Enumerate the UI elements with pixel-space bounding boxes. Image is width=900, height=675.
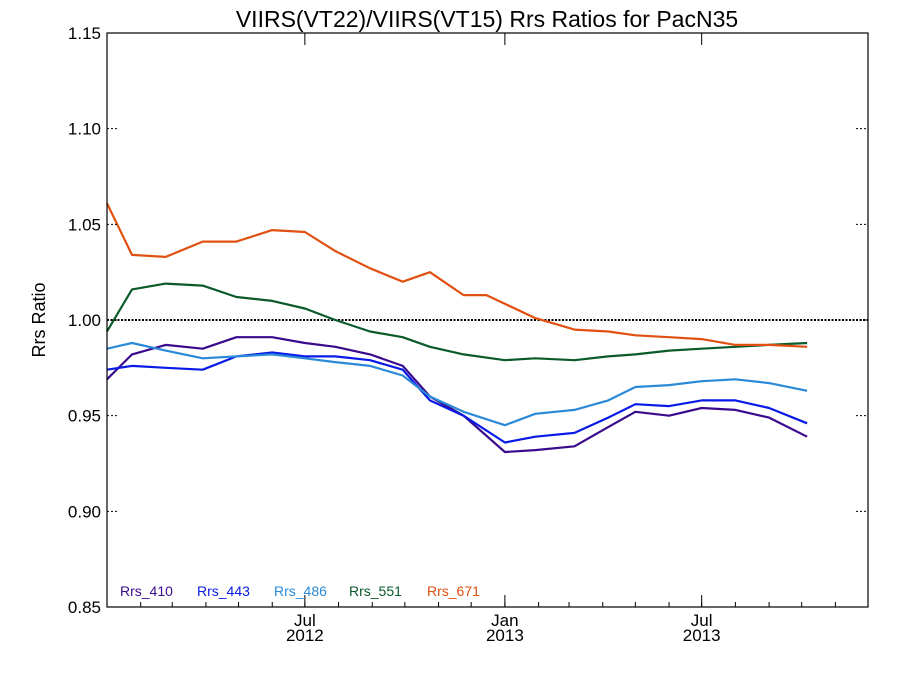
x-tick-month-label: Jul [294,611,316,630]
x-tick-year-label: 2013 [486,626,524,645]
y-tick-label: 1.10 [68,120,101,139]
legend-entry-rrs-551: Rrs_551 [349,583,402,599]
legend-entry-rrs-486: Rrs_486 [274,583,327,599]
legend-entry-rrs-410: Rrs_410 [120,583,173,599]
x-tick-month-label: Jan [491,611,518,630]
legend: Rrs_410 Rrs_443 Rrs_486 Rrs_551 Rrs_671 [120,583,480,599]
y-axis-label: Rrs Ratio [29,282,49,357]
y-tick-label: 0.90 [68,502,101,521]
y-tick-label: 1.00 [68,311,101,330]
x-tick-month-label: Jul [691,611,713,630]
y-tick-label: 1.05 [68,215,101,234]
series-line-rrs-486 [106,341,808,427]
axis-ticks: 0.850.900.951.001.051.101.15Jul2012Jan20… [68,24,869,645]
x-tick-year-label: 2012 [286,626,324,645]
series-layer [106,202,808,454]
series-line-rrs-551 [106,282,808,362]
series-line-rrs-671 [106,202,808,348]
y-tick-label: 1.15 [68,24,101,43]
y-tick-label: 0.85 [68,598,101,617]
chart-title: VIIRS(VT22)/VIIRS(VT15) Rrs Ratios for P… [236,6,738,32]
plot-frame [106,32,869,608]
legend-entry-rrs-443: Rrs_443 [197,583,250,599]
series-line-rrs-410 [106,336,808,454]
y-tick-label: 0.95 [68,407,101,426]
x-tick-year-label: 2013 [683,626,721,645]
legend-entry-rrs-671: Rrs_671 [427,583,480,599]
series-line-rrs-443 [106,351,808,444]
